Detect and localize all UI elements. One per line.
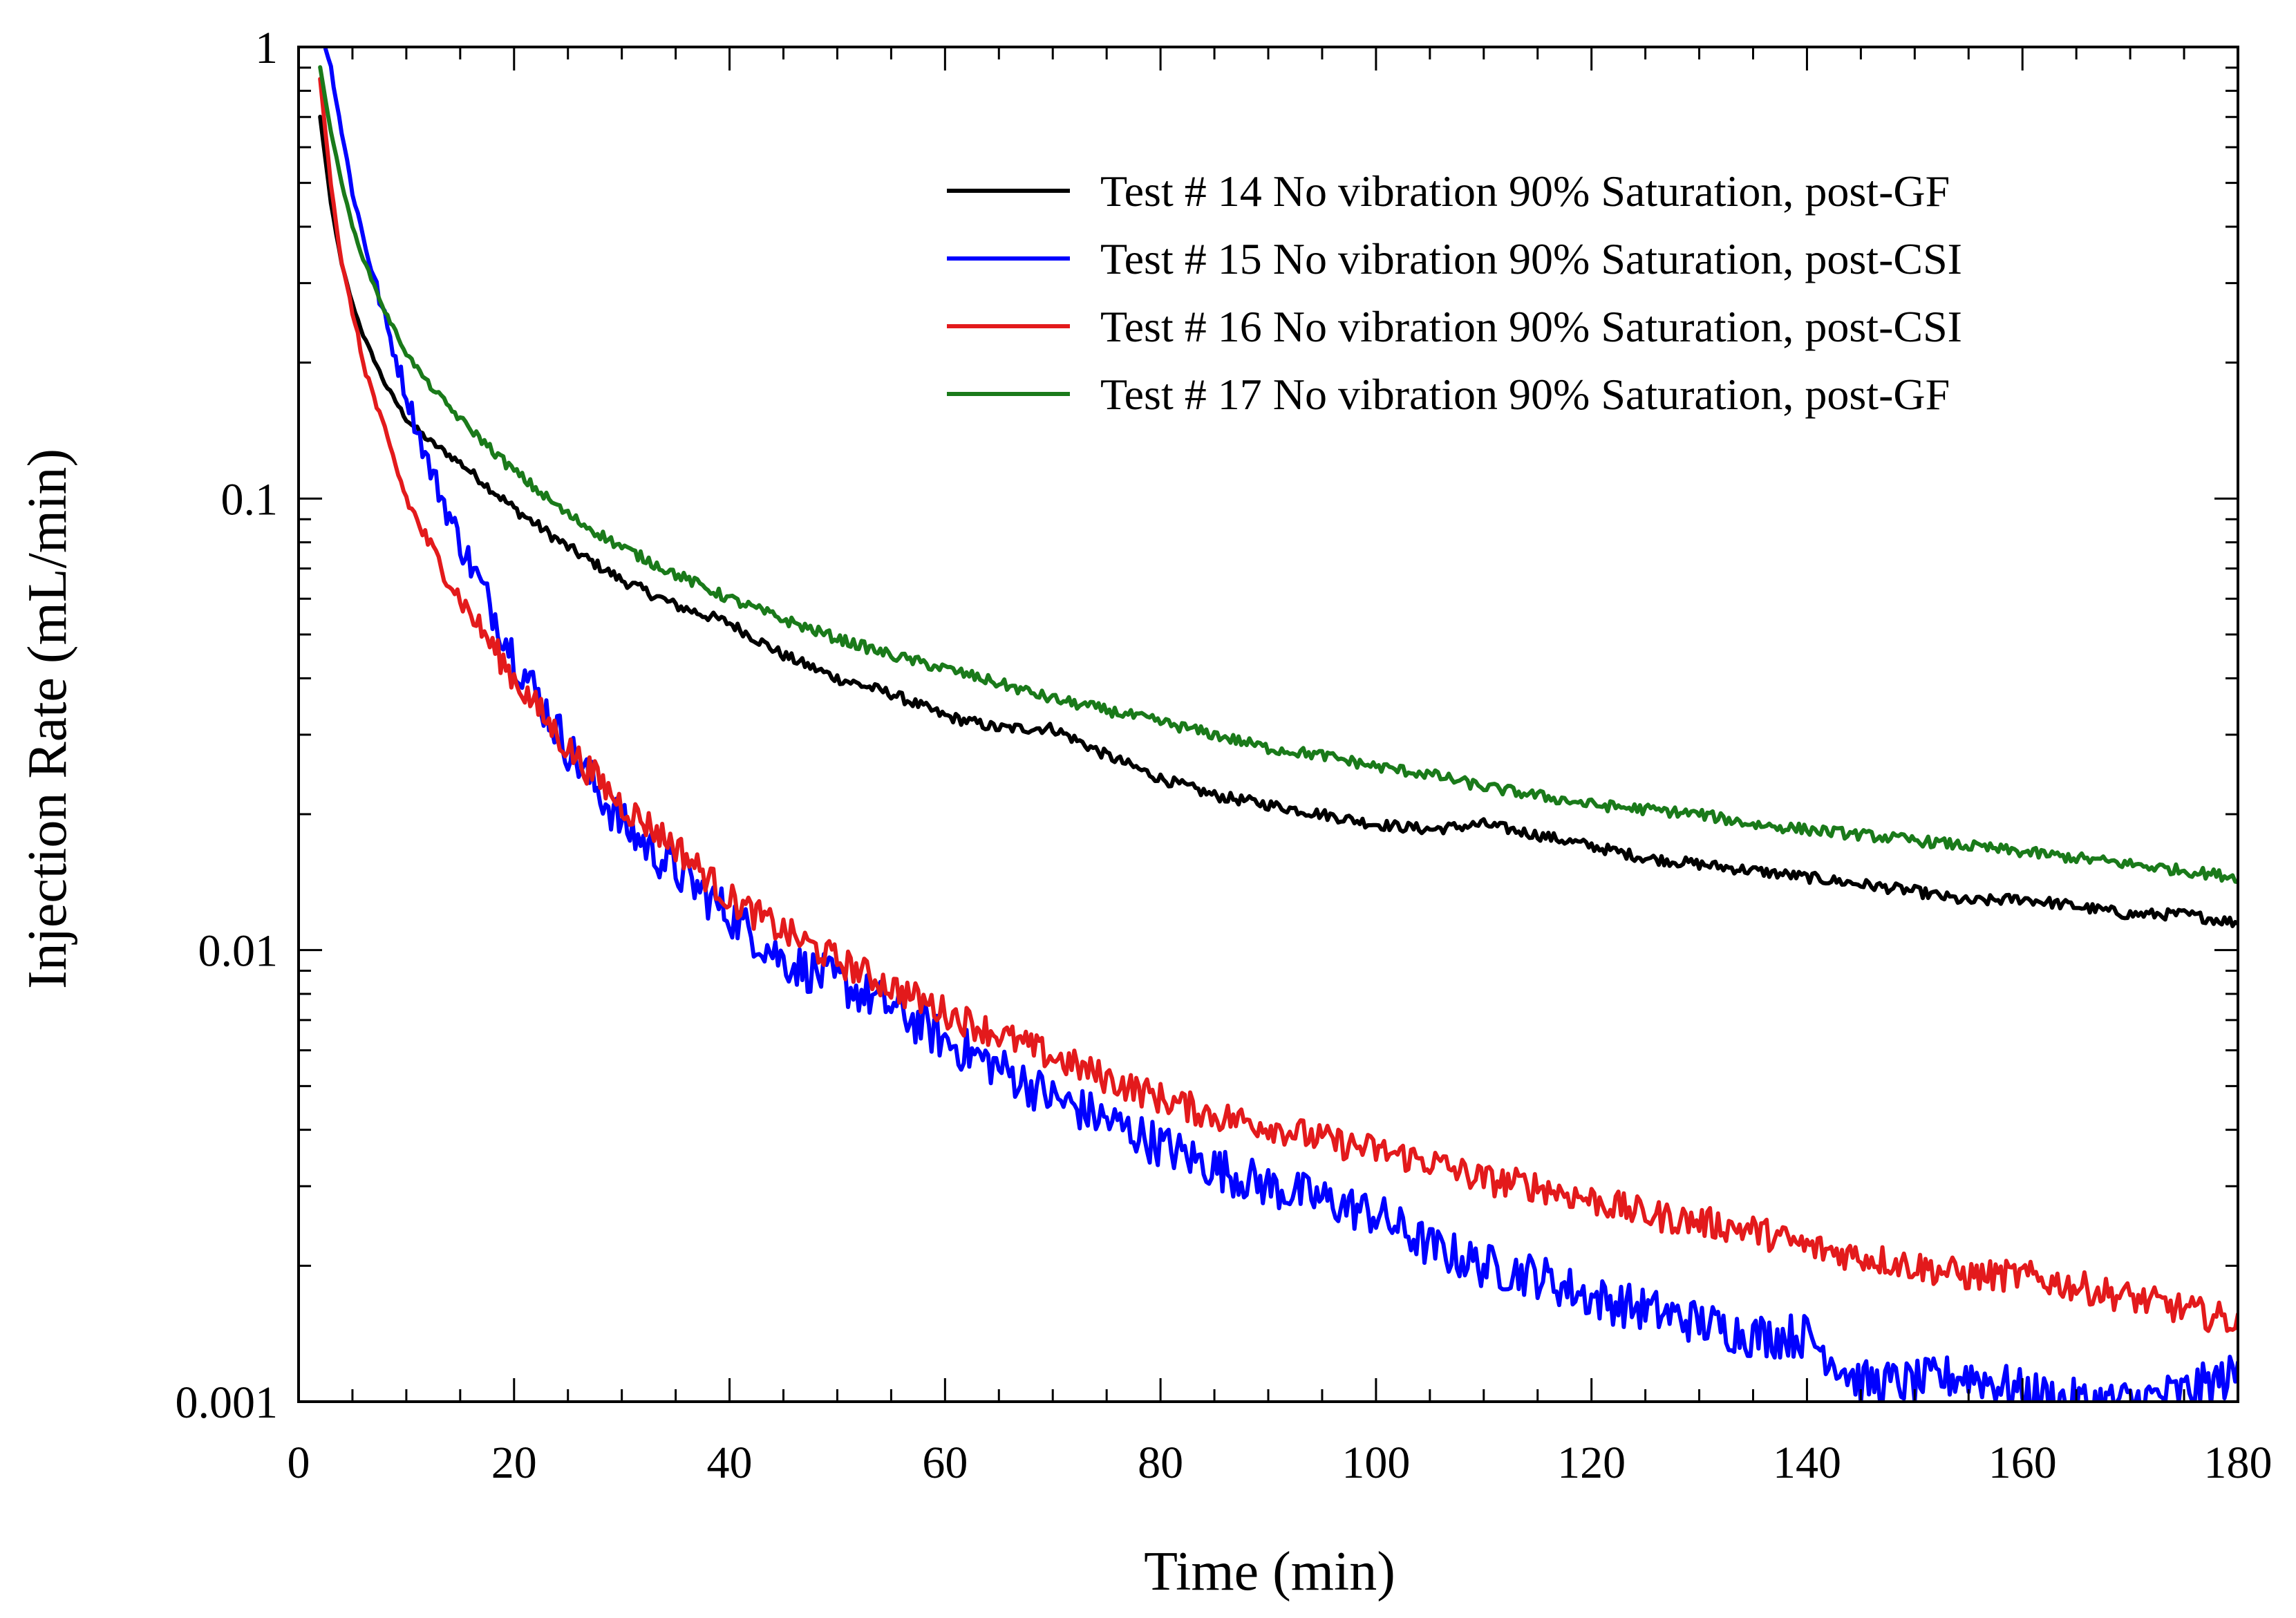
y-tick-label: 1 <box>255 23 278 73</box>
x-tick-labels: 0 20 40 60 80 100 120 140 160 180 <box>288 1438 2273 1488</box>
x-tick-label: 140 <box>1773 1438 1841 1488</box>
x-tick-label: 180 <box>2204 1438 2273 1488</box>
legend: Test # 14 No vibration 90% Saturation, p… <box>947 167 1962 419</box>
x-tick-label: 0 <box>288 1438 310 1488</box>
x-tick-label: 160 <box>1988 1438 2057 1488</box>
series-line-3 <box>318 77 2238 1333</box>
plot-area <box>318 47 2238 1402</box>
x-tick-label: 60 <box>922 1438 968 1488</box>
series-line-4 <box>318 65 2238 885</box>
series-line-2 <box>323 47 2238 1402</box>
series-layer <box>318 47 2238 1402</box>
x-tick-label: 40 <box>707 1438 753 1488</box>
y-tick-label: 0.001 <box>176 1377 279 1428</box>
x-tick-label: 20 <box>491 1438 537 1488</box>
y-tick-labels: 0.001 0.01 0.1 1 <box>176 23 279 1428</box>
legend-label-2: Test # 15 No vibration 90% Saturation, p… <box>1100 234 1962 283</box>
ticks-layer <box>297 46 2239 1403</box>
x-tick-label: 120 <box>1557 1438 1626 1488</box>
y-tick-label: 0.01 <box>198 926 279 977</box>
y-axis-title: Injection Rate (mL/min) <box>17 449 78 989</box>
legend-label-3: Test # 16 No vibration 90% Saturation, p… <box>1100 302 1962 351</box>
legend-label-1: Test # 14 No vibration 90% Saturation, p… <box>1100 167 1950 216</box>
legend-label-4: Test # 17 No vibration 90% Saturation, p… <box>1100 370 1950 419</box>
plot-frame <box>297 46 2239 1403</box>
x-tick-label: 100 <box>1342 1438 1410 1488</box>
series-line-1 <box>318 115 2238 928</box>
y-tick-label: 0.1 <box>221 474 279 525</box>
x-axis-title: Time (min) <box>1144 1541 1395 1602</box>
x-tick-label: 80 <box>1138 1438 1183 1488</box>
